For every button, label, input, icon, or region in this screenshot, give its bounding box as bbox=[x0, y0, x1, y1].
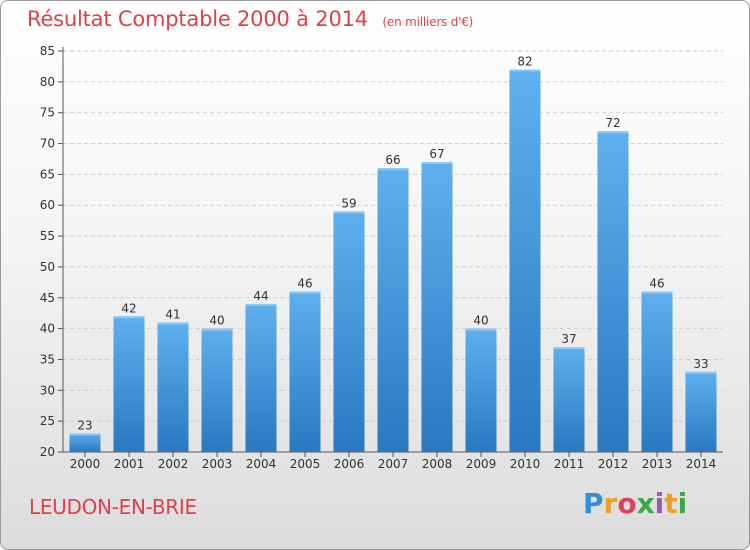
bar-top-highlight bbox=[509, 69, 541, 72]
y-tick-label: 45 bbox=[40, 291, 55, 305]
bar-2006 bbox=[333, 211, 365, 452]
bar-top-highlight bbox=[553, 347, 585, 350]
logo-letter: i bbox=[654, 487, 665, 520]
bar-top-highlight bbox=[289, 291, 321, 294]
bar-top-highlight bbox=[245, 303, 277, 306]
value-label: 46 bbox=[297, 277, 312, 291]
y-tick-label: 40 bbox=[40, 322, 55, 336]
bars bbox=[69, 69, 717, 453]
bar-2004 bbox=[245, 303, 277, 452]
x-tick-label: 2014 bbox=[686, 457, 717, 471]
bar-2010 bbox=[509, 69, 541, 452]
y-tick-label: 60 bbox=[40, 198, 55, 212]
bar-top-highlight bbox=[421, 162, 453, 165]
bar-2013 bbox=[641, 291, 673, 452]
x-tick-label: 2005 bbox=[290, 457, 321, 471]
x-tick-label: 2000 bbox=[70, 457, 101, 471]
bar-top-highlight bbox=[377, 168, 409, 171]
bar-top-highlight bbox=[641, 291, 673, 294]
bar-top-highlight bbox=[465, 328, 497, 331]
chart-title: Résultat Comptable 2000 à 2014 (en milli… bbox=[27, 7, 473, 31]
y-tick-label: 75 bbox=[40, 106, 55, 120]
bar-2001 bbox=[113, 316, 145, 452]
value-label: 82 bbox=[517, 55, 532, 69]
bar-2008 bbox=[421, 162, 453, 453]
x-tick-label: 2011 bbox=[554, 457, 585, 471]
x-tick-label: 2002 bbox=[158, 457, 189, 471]
bar-top-highlight bbox=[201, 328, 233, 331]
y-tick-label: 25 bbox=[40, 414, 55, 428]
value-label: 23 bbox=[77, 418, 92, 432]
logo-letter: P bbox=[583, 487, 604, 520]
logo-letter: t bbox=[664, 487, 678, 520]
value-label: 40 bbox=[473, 314, 488, 328]
proxiti-logo: Proxiti bbox=[583, 487, 687, 520]
x-tick-label: 2007 bbox=[378, 457, 409, 471]
x-tick-labels: 2000 2001 2002 2003 2004 2005 2006 2007 2008 2009… bbox=[70, 452, 717, 471]
logo-letter: i bbox=[677, 487, 688, 520]
y-tick-label: 65 bbox=[40, 167, 55, 181]
value-label: 33 bbox=[693, 357, 708, 371]
x-tick-label: 2004 bbox=[246, 457, 277, 471]
y-tick-label: 50 bbox=[40, 260, 55, 274]
bar-top-highlight bbox=[113, 316, 145, 319]
y-tick-label: 20 bbox=[40, 445, 55, 459]
bar-top-highlight bbox=[685, 371, 717, 374]
x-tick-label: 2008 bbox=[422, 457, 453, 471]
x-tick-label: 2003 bbox=[202, 457, 233, 471]
bar-top-highlight bbox=[333, 211, 365, 214]
y-tick-label: 80 bbox=[40, 75, 55, 89]
value-label: 41 bbox=[165, 307, 180, 321]
x-tick-label: 2013 bbox=[642, 457, 673, 471]
city-name: LEUDON-EN-BRIE bbox=[29, 495, 197, 519]
logo-letter: x bbox=[636, 487, 655, 520]
x-tick-label: 2010 bbox=[510, 457, 541, 471]
y-tick-label: 55 bbox=[40, 229, 55, 243]
bar-2007 bbox=[377, 168, 409, 452]
value-labels: 23 42 41 40 44 46 59 66 67 40 82 37 72 46 33 bbox=[77, 55, 708, 433]
bar-2012 bbox=[597, 131, 629, 452]
value-label: 67 bbox=[429, 147, 444, 161]
logo-letter: r bbox=[603, 487, 618, 520]
bar-2014 bbox=[685, 371, 717, 452]
bar-top-highlight bbox=[157, 322, 189, 325]
bar-2002 bbox=[157, 322, 189, 452]
value-label: 37 bbox=[561, 332, 576, 346]
logo-letter: o bbox=[617, 487, 637, 520]
x-tick-label: 2009 bbox=[466, 457, 497, 471]
bar-2009 bbox=[465, 328, 497, 452]
y-tick-label: 30 bbox=[40, 383, 55, 397]
value-label: 46 bbox=[649, 277, 664, 291]
bar-2005 bbox=[289, 291, 321, 452]
value-label: 42 bbox=[121, 301, 136, 315]
bar-2011 bbox=[553, 347, 585, 452]
bar-2003 bbox=[201, 328, 233, 452]
x-tick-label: 2006 bbox=[334, 457, 365, 471]
value-label: 44 bbox=[253, 289, 268, 303]
y-tick-label: 85 bbox=[40, 44, 55, 58]
y-tick-label: 35 bbox=[40, 352, 55, 366]
bar-2000 bbox=[69, 433, 101, 452]
value-label: 66 bbox=[385, 153, 400, 167]
x-tick-label: 2001 bbox=[114, 457, 145, 471]
bar-top-highlight bbox=[69, 433, 101, 436]
x-tick-label: 2012 bbox=[598, 457, 629, 471]
value-label: 59 bbox=[341, 196, 356, 210]
chart-subtitle: (en milliers d'€) bbox=[382, 15, 474, 29]
chart-title-text: Résultat Comptable 2000 à 2014 bbox=[27, 7, 368, 31]
y-tick-label: 70 bbox=[40, 137, 55, 151]
value-label: 40 bbox=[209, 314, 224, 328]
bar-top-highlight bbox=[597, 131, 629, 134]
value-label: 72 bbox=[605, 116, 620, 130]
y-tick-labels: 20 25 30 35 40 45 50 55 60 65 70 75 80 85 bbox=[40, 44, 55, 459]
